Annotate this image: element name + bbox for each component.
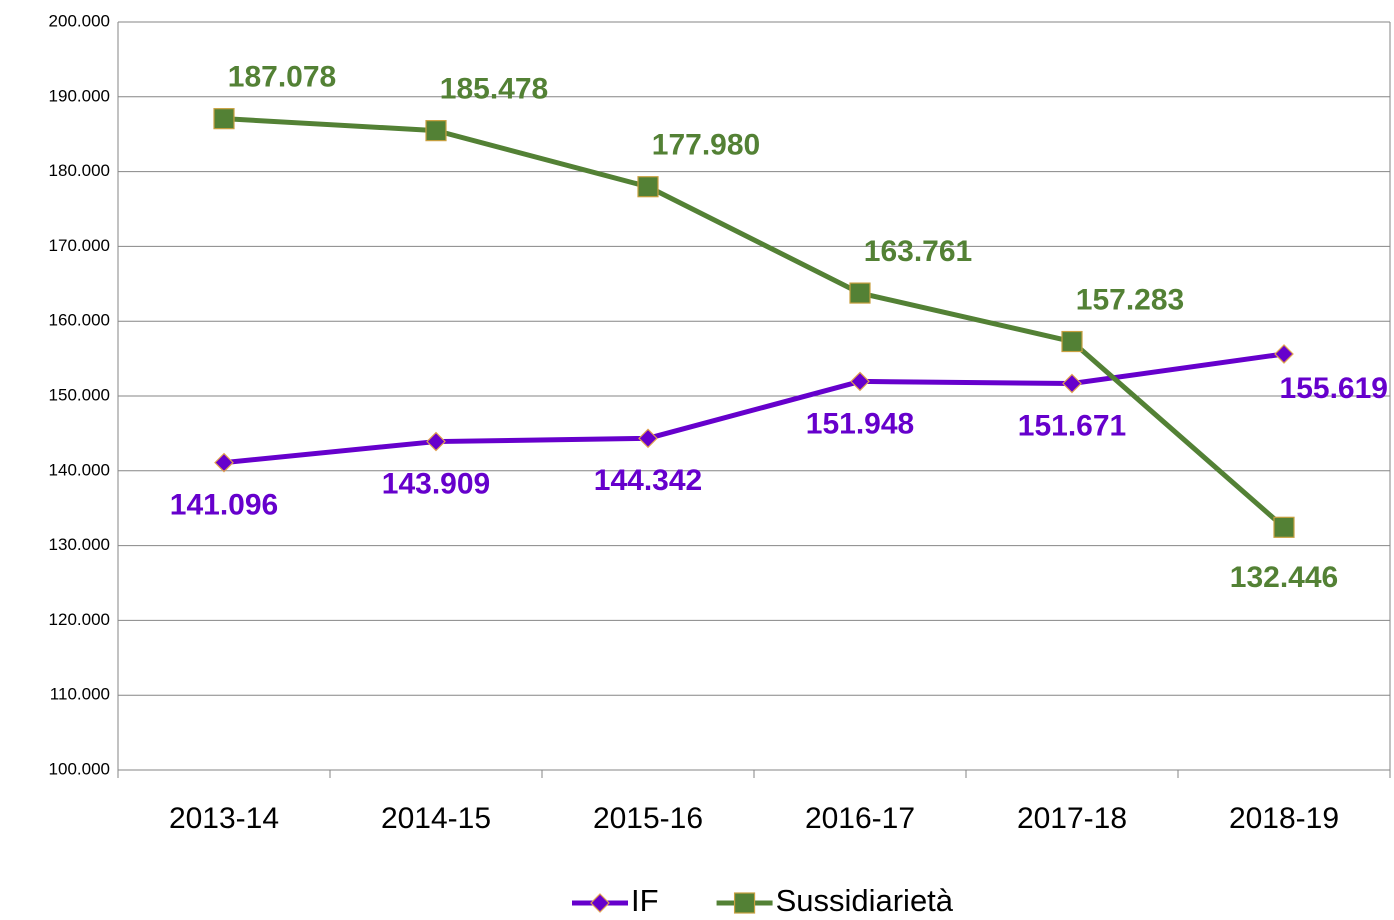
data-label: 187.078 [228,61,336,94]
data-label: 163.761 [864,235,972,268]
y-tick-label: 170.000 [49,236,110,255]
data-label: 151.948 [806,407,914,440]
data-label: 143.909 [382,467,490,500]
point-marker [1274,344,1294,364]
point-marker [426,431,446,452]
y-tick-label: 130.000 [49,535,110,554]
legend-marker [590,893,610,913]
y-tick-label: 180.000 [49,161,110,180]
point-marker [1273,516,1295,538]
data-label: 157.283 [1076,283,1184,316]
data-label: 144.342 [594,464,702,497]
series-line [223,351,1285,466]
point-marker [1061,330,1083,353]
series-line [223,116,1286,530]
point-marker [213,108,235,130]
x-tick-label: 2015-16 [593,802,703,835]
point-marker [850,371,870,392]
x-tick-label: 2013-14 [169,802,279,835]
y-tick-label: 150.000 [49,385,110,404]
legend-label: Sussidiarietà [776,883,954,918]
y-tick-label: 190.000 [49,86,110,105]
point-marker [1062,373,1082,394]
x-tick-label: 2018-19 [1229,802,1339,835]
point-marker [214,452,234,473]
data-label: 155.619 [1280,372,1388,405]
data-label: 132.446 [1230,561,1338,594]
data-label: 141.096 [170,489,278,522]
y-tick-label: 200.000 [49,11,110,30]
point-marker [637,176,659,198]
data-label: 185.478 [440,73,548,106]
y-tick-label: 120.000 [49,610,110,629]
point-marker [849,282,871,304]
x-tick-label: 2016-17 [805,802,915,835]
y-tick-label: 160.000 [49,311,110,330]
y-tick-label: 100.000 [49,759,110,778]
y-tick-label: 140.000 [49,460,110,479]
legend-marker [733,892,756,914]
point-marker [638,428,658,449]
data-label: 177.980 [652,129,760,162]
point-marker [425,120,447,142]
x-tick-label: 2014-15 [381,802,491,835]
x-tick-label: 2017-18 [1017,802,1127,835]
y-tick-label: 110.000 [50,685,110,704]
data-label: 151.671 [1018,409,1126,442]
legend-label: IF [631,883,659,918]
